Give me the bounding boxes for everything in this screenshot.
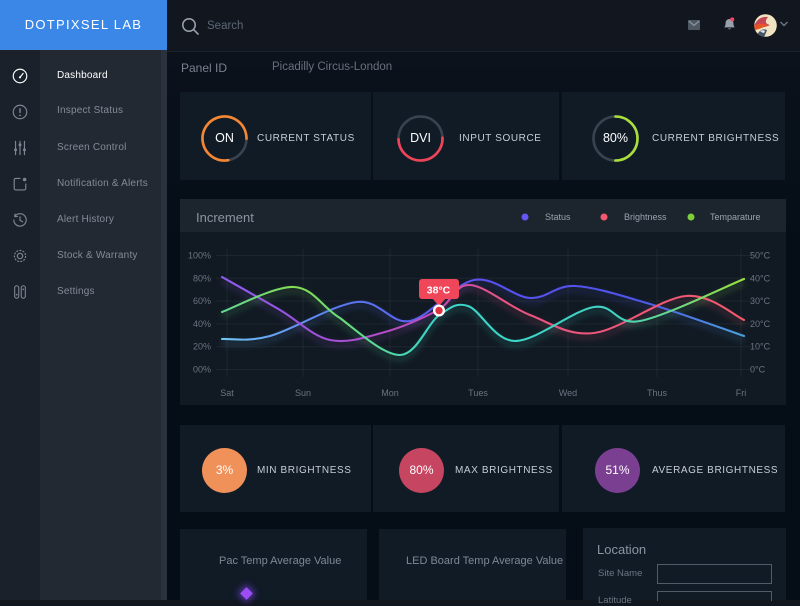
svg-text:00%: 00% [193, 365, 211, 375]
svg-text:Thus: Thus [647, 388, 668, 398]
svg-text:Sun: Sun [295, 388, 311, 398]
svg-text:10°C: 10°C [750, 342, 771, 352]
svg-text:Status: Status [545, 212, 571, 222]
svg-text:50°C: 50°C [750, 251, 771, 261]
svg-text:Brightness: Brightness [624, 212, 667, 222]
svg-text:Temparature: Temparature [710, 212, 761, 222]
svg-text:30°C: 30°C [750, 296, 771, 306]
svg-text:60%: 60% [193, 296, 211, 306]
svg-text:20°C: 20°C [750, 319, 771, 329]
svg-text:Mon: Mon [381, 388, 399, 398]
svg-text:Tues: Tues [468, 388, 488, 398]
svg-text:80%: 80% [193, 273, 211, 283]
svg-text:40%: 40% [193, 319, 211, 329]
svg-text:Sat: Sat [220, 388, 234, 398]
svg-text:38°C: 38°C [427, 285, 451, 297]
svg-text:Fri: Fri [736, 388, 747, 398]
svg-text:0°C: 0°C [750, 365, 766, 375]
svg-text:20%: 20% [193, 342, 211, 352]
svg-text:100%: 100% [188, 251, 211, 261]
svg-text:40°C: 40°C [750, 273, 771, 283]
svg-text:Wed: Wed [559, 388, 577, 398]
